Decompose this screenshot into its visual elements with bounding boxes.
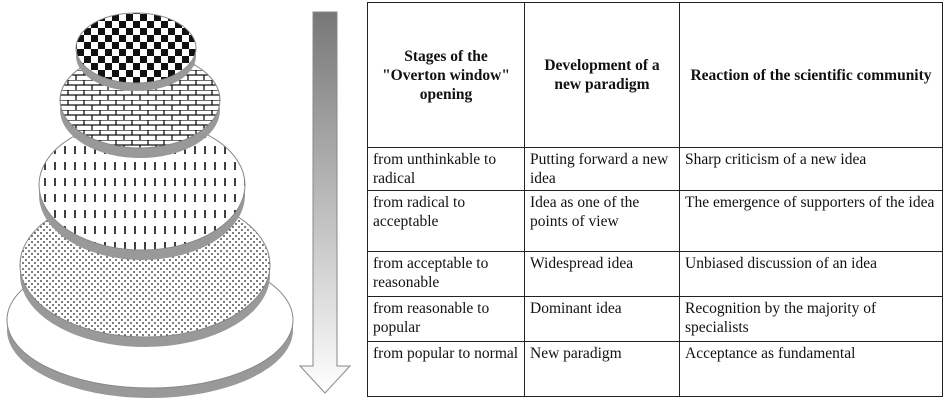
table-cell: from popular to normal [367,341,525,397]
table-cell: Widespread idea [524,251,680,297]
table-cell: Idea as one of the points of view [524,190,680,252]
table-cell: New paradigm [524,341,680,397]
table-cell: from acceptable to reasonable [367,251,525,297]
pyramid-figure [6,11,352,398]
table-cell: Dominant idea [524,296,680,342]
header-row: Stages of the "Overton window" opening D… [367,2,943,148]
table-cell: Recognition by the majority of specialis… [679,296,943,342]
table-cell: Acceptance as fundamental [679,341,943,397]
table-row: from popular to normal New paradigm Accept… [367,341,943,397]
header-cell: Stages of the "Overton window" opening [367,2,525,148]
table-row: from radical to acceptable Idea as one of… [367,190,943,252]
down-arrow [298,11,352,394]
table-cell: Putting forward a new idea [524,147,680,191]
table-row: from unthinkable to radical Putting forwa… [367,147,943,191]
table-cell: Unbiased discussion of an idea [679,251,943,297]
table-cell: Sharp criticism of a new idea [679,147,943,191]
table-row: from acceptable to reasonable Widespread … [367,251,943,297]
table-cell: from radical to acceptable [367,190,525,252]
header-cell: Development of a new paradigm [524,2,680,148]
table-cell: The emergence of supporters of the idea [679,190,943,252]
stages-table: Stages of the "Overton window" opening D… [367,2,943,397]
table-cell: from unthinkable to radical [367,147,525,191]
layer-dashes [38,119,246,260]
table-row: from reasonable to popular Dominant idea R… [367,296,943,342]
header-cell: Reaction of the scientific community [679,2,943,148]
table-cell: from reasonable to popular [367,296,525,342]
layer-checker [75,12,197,91]
